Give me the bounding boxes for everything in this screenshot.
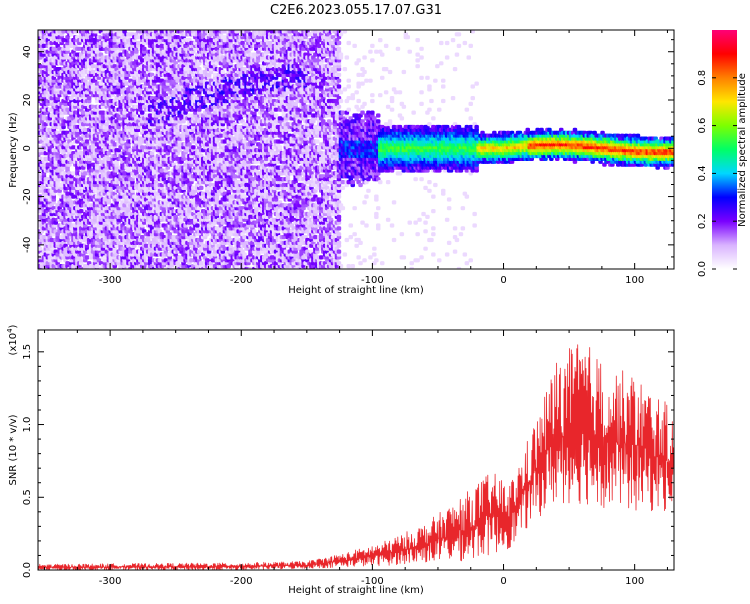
spectrogram-cell [61,38,66,42]
spectrogram-cell [191,145,196,149]
spectrogram-cell [160,168,165,172]
spectrogram-cell [89,232,94,236]
spectrogram-cell [187,113,192,117]
spectrogram-cell [65,261,70,265]
spectrogram-cell [87,96,92,100]
spectrogram-cell [101,111,106,115]
spectrogram-cell [136,41,141,45]
spectrogram-cell [71,195,76,199]
spectrogram-cell [91,64,96,68]
spectrogram-cell [52,47,57,51]
spectrogram-cell [177,102,182,106]
spectrogram-cell [71,171,76,175]
spectrogram-cell [69,200,74,204]
spectrogram-cell [199,186,204,190]
figure-title: C2E6.2023.055.17.07.G31 [270,3,442,18]
spectrogram-cells [36,29,676,271]
spectrogram-cell [142,47,147,51]
spectrogram-cell [65,192,70,196]
spectrogram-cell [177,255,182,259]
spectrogram-cell [140,58,145,62]
spectrogram-cell [95,264,100,268]
spectrogram-cell [85,255,90,259]
spectrogram-cell [77,47,82,51]
spectrogram-cell [83,128,88,132]
spectrogram-cell [122,171,127,175]
spectrogram-cell [160,44,165,48]
spectrogram-cell [189,258,194,262]
spectrogram-cell [144,244,149,248]
spectrogram-cell [91,70,96,74]
spectrogram-cell [81,111,86,115]
spectrogram-cell [107,157,112,161]
spectrogram-cell [113,142,118,146]
spectrogram-cell [71,145,76,149]
spectrogram-cell [85,139,90,143]
spectrogram-cell [50,238,55,242]
spectrogram-cell [42,44,47,48]
spectrogram-cell [79,209,84,213]
spectrogram-cell [199,261,204,265]
spectrogram-cell [195,223,200,227]
spectrogram-cell [140,111,145,115]
spectrogram-cell [46,163,51,167]
spectrogram-cell [83,171,88,175]
